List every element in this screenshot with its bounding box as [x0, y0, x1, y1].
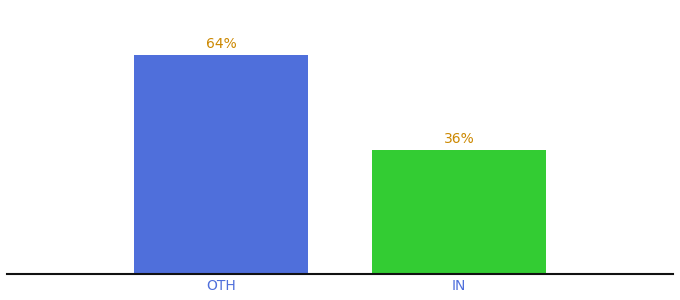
Bar [372, 151, 546, 274]
Text: 64%: 64% [205, 37, 237, 51]
Bar [134, 55, 308, 274]
Text: 36%: 36% [443, 132, 475, 146]
